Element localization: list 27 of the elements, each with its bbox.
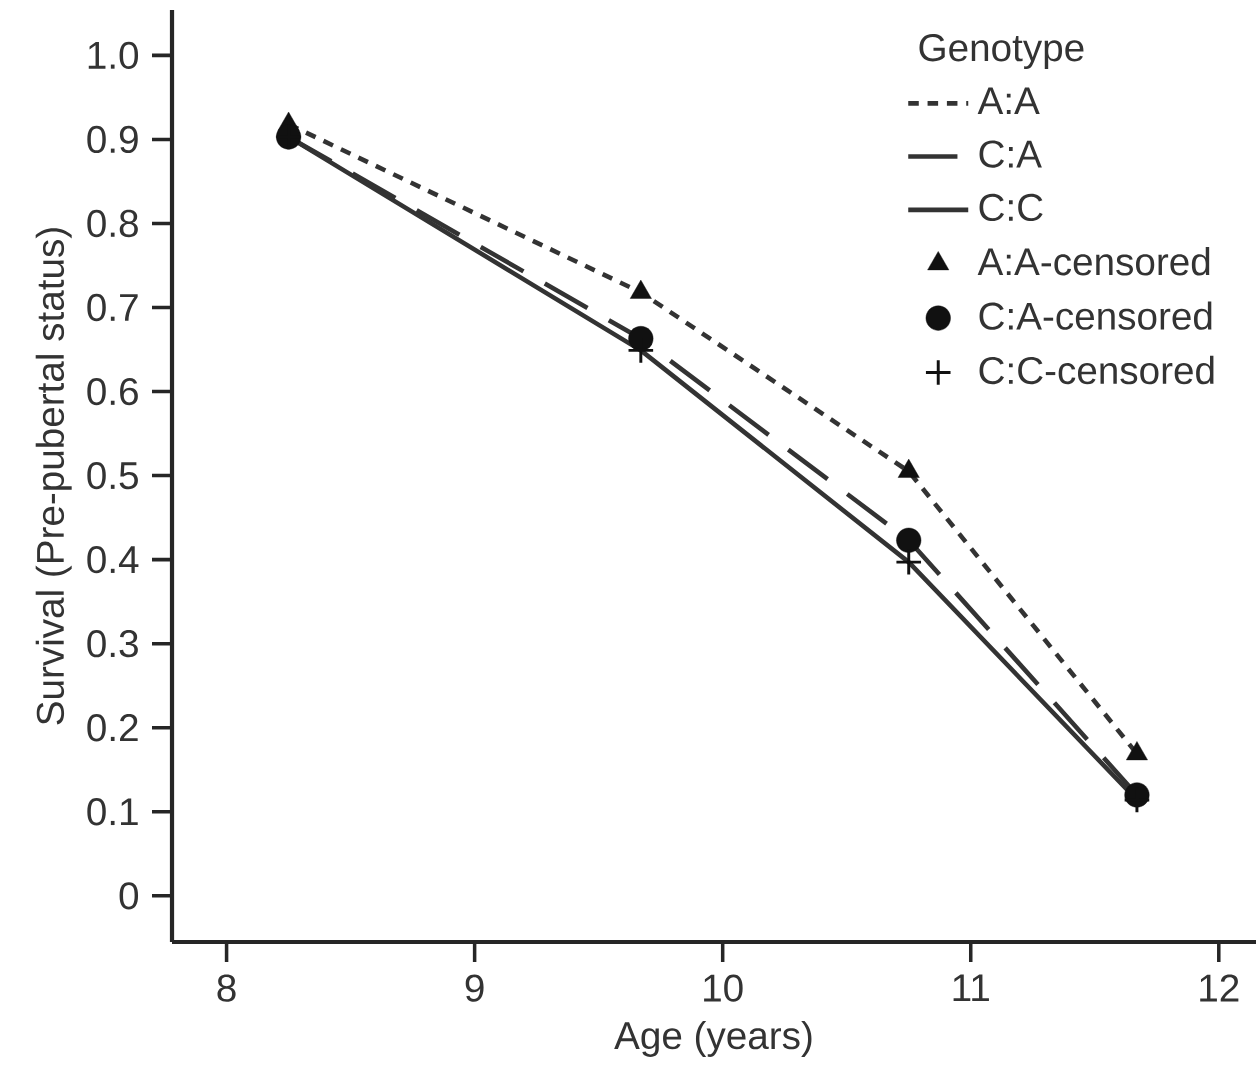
x-tick-label: 10 [704,974,743,1002]
y-tick-label: 0.1 [87,798,138,826]
y-tick-label: 0.9 [87,125,138,154]
x-tick-label: 8 [217,974,236,1002]
x-axis-title: Age (years) [614,1020,812,1057]
y-tick-label: 0.6 [87,377,138,406]
y-tick-label: 0.2 [87,714,138,742]
y-tick-label: 0.7 [87,293,138,322]
y-tick-label: 0.8 [87,209,138,238]
point [896,527,922,553]
legend-label: C:C-censored [979,355,1214,385]
legend-label: C:C [979,193,1043,222]
x-tick-label: 11 [953,974,989,1002]
legend-title: Genotype [919,34,1084,70]
legend-label: C:A-censored [979,301,1212,330]
x-tick-label: 9 [465,974,484,1002]
y-tick-label: 0 [119,882,139,910]
point [896,549,922,575]
legend-label: A:A-censored [977,247,1210,276]
legend-label: C:A [979,140,1042,168]
y-axis-title: Survival (Pre-pubertal status) [35,228,72,725]
y-tick-label: 0.3 [87,630,138,658]
legend-label: A:A [977,87,1040,115]
y-tick-label: 0.4 [87,545,139,574]
y-tick-label: 1.0 [88,41,139,70]
x-tick-label: 12 [1200,974,1239,1002]
y-tick-label: 0.5 [87,461,138,490]
